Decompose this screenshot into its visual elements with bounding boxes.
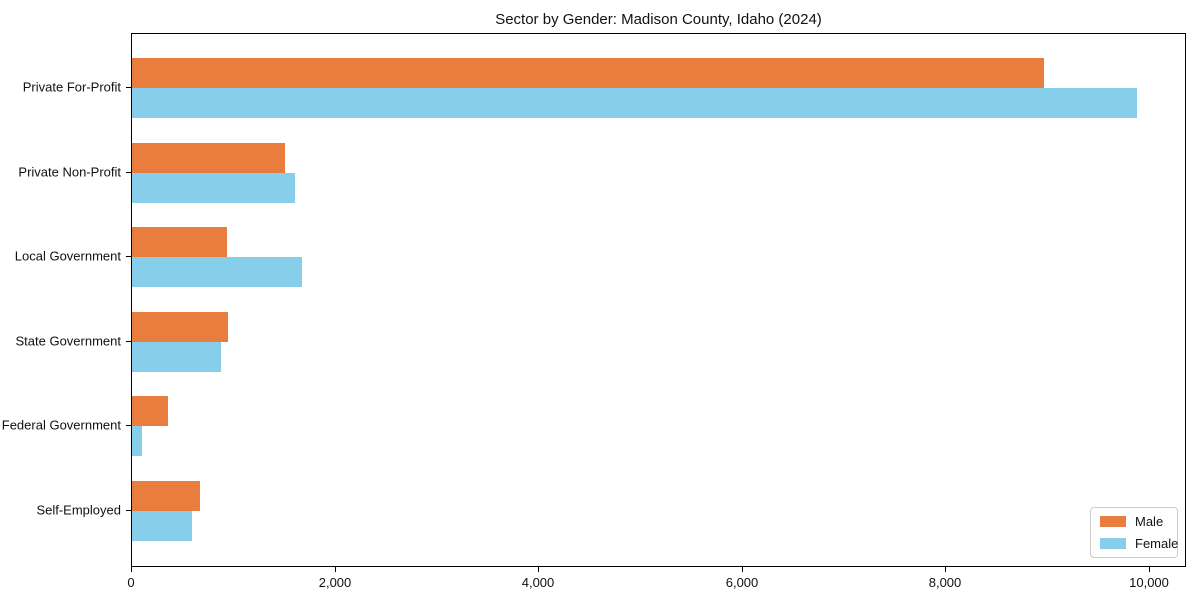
y-tick-mark bbox=[126, 172, 131, 173]
x-tick-mark bbox=[538, 567, 539, 572]
x-tick-mark bbox=[1149, 567, 1150, 572]
x-axis-label: 8,000 bbox=[928, 575, 962, 590]
bar-male-5 bbox=[132, 396, 168, 427]
bar-female-5 bbox=[132, 426, 142, 457]
bar-male-4 bbox=[132, 311, 228, 342]
y-axis-label: Private For-Profit bbox=[22, 79, 121, 95]
y-tick-mark bbox=[126, 341, 131, 342]
x-tick-mark bbox=[945, 567, 946, 572]
bar-female-4 bbox=[132, 341, 221, 372]
y-axis-label: State Government bbox=[15, 333, 122, 349]
x-tick-mark bbox=[742, 567, 743, 572]
legend-swatch-male bbox=[1100, 516, 1126, 527]
y-tick-mark bbox=[126, 425, 131, 426]
x-axis-label: 0 bbox=[127, 575, 135, 590]
plot-area bbox=[131, 33, 1186, 567]
y-axis-label: Local Government bbox=[14, 248, 121, 264]
y-axis-label: Self-Employed bbox=[36, 502, 121, 518]
y-tick-mark bbox=[126, 87, 131, 88]
y-tick-mark bbox=[126, 510, 131, 511]
bar-male-1 bbox=[132, 58, 1044, 88]
bar-female-6 bbox=[132, 511, 192, 541]
bar-female-1 bbox=[132, 88, 1137, 118]
y-axis-label: Federal Government bbox=[1, 417, 121, 433]
bar-male-6 bbox=[132, 481, 200, 511]
bar-male-3 bbox=[132, 227, 227, 258]
legend-label: Female bbox=[1135, 536, 1179, 551]
legend: Male Female bbox=[1090, 507, 1178, 558]
y-axis-label: Private Non-Profit bbox=[18, 164, 121, 180]
bar-female-2 bbox=[132, 172, 295, 203]
x-axis-label: 10,000 bbox=[1129, 575, 1169, 590]
legend-item-female: Female bbox=[1100, 536, 1178, 551]
x-axis-label: 6,000 bbox=[725, 575, 759, 590]
legend-swatch-female bbox=[1100, 538, 1126, 549]
x-tick-mark bbox=[131, 567, 132, 572]
bar-male-2 bbox=[132, 142, 285, 173]
x-axis-label: 4,000 bbox=[521, 575, 555, 590]
legend-item-male: Male bbox=[1100, 514, 1168, 529]
bar-female-3 bbox=[132, 257, 302, 288]
legend-label: Male bbox=[1135, 514, 1164, 529]
x-axis-label: 2,000 bbox=[318, 575, 352, 590]
chart-title: Sector by Gender: Madison County, Idaho … bbox=[495, 11, 822, 28]
x-tick-mark bbox=[335, 567, 336, 572]
y-tick-mark bbox=[126, 256, 131, 257]
